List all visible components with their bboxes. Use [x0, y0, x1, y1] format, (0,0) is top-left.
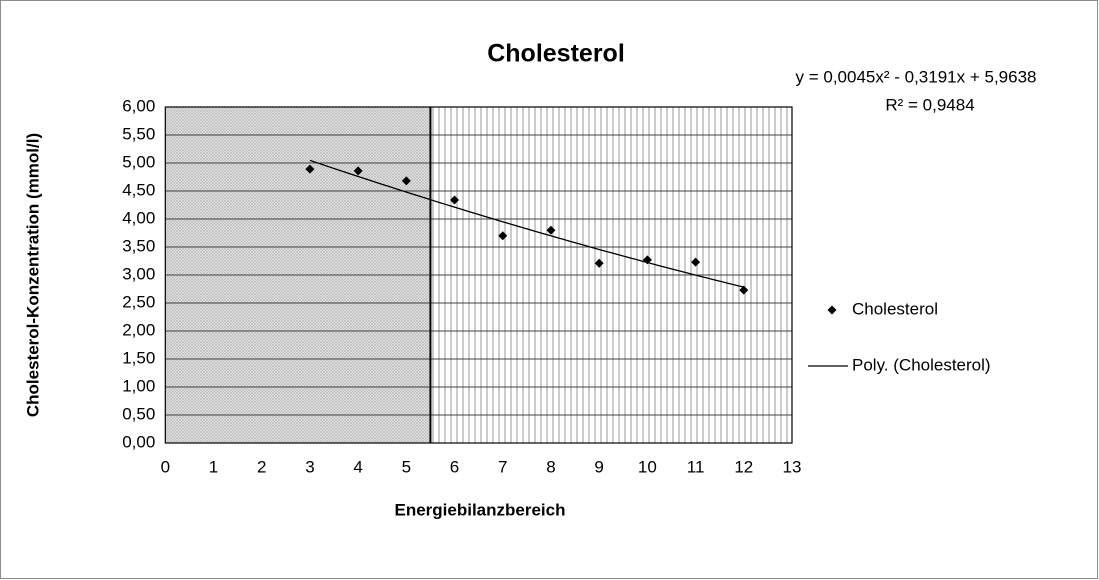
x-tick-label: 5	[402, 457, 411, 476]
plot-border	[164, 106, 793, 444]
x-tick-label: 1	[209, 457, 218, 476]
data-point	[450, 195, 460, 205]
x-tick-label: 3	[305, 457, 314, 476]
trend-r-squared: R² = 0,9484	[885, 95, 974, 114]
data-point	[546, 225, 556, 235]
data-point	[401, 176, 411, 186]
trendline	[309, 159, 744, 288]
y-tick-label: 2,00	[122, 320, 155, 339]
data-point	[642, 255, 652, 265]
x-tick-label: 9	[594, 457, 603, 476]
data-point	[353, 166, 363, 176]
data-point	[691, 257, 701, 267]
x-axis-label: Energiebilanzbereich	[395, 500, 566, 519]
legend-label: Poly. (Cholesterol)	[852, 355, 991, 374]
x-tick-label: 4	[353, 457, 362, 476]
data-point	[594, 258, 604, 268]
legend-marker	[827, 305, 837, 315]
y-tick-label: 3,50	[122, 236, 155, 255]
y-tick-label: 1,00	[122, 376, 155, 395]
x-tick-label: 8	[546, 457, 555, 476]
x-tick-label: 0	[161, 457, 170, 476]
y-tick-label: 6,00	[122, 96, 155, 115]
y-tick-label: 1,50	[122, 348, 155, 367]
y-tick-label: 5,50	[122, 124, 155, 143]
legend-label: Cholesterol	[852, 299, 938, 318]
x-tick-label: 7	[498, 457, 507, 476]
x-tick-label: 13	[783, 457, 802, 476]
y-tick-label: 0,50	[122, 404, 155, 423]
y-tick-label: 4,00	[122, 208, 155, 227]
x-tick-label: 2	[257, 457, 266, 476]
chart-title: Cholesterol	[487, 40, 625, 68]
x-tick-label: 10	[638, 457, 657, 476]
x-tick-label: 6	[450, 457, 459, 476]
y-tick-label: 4,50	[122, 180, 155, 199]
y-tick-label: 0,00	[122, 432, 155, 451]
data-point	[498, 231, 508, 241]
y-tick-label: 5,00	[122, 152, 155, 171]
y-tick-label: 2,50	[122, 292, 155, 311]
trend-equation: y = 0,0045x² - 0,3191x + 5,9638	[795, 67, 1036, 86]
x-tick-label: 12	[734, 457, 753, 476]
x-tick-label: 11	[687, 457, 705, 476]
data-point	[305, 164, 315, 174]
y-tick-label: 3,00	[122, 264, 155, 283]
data-point	[739, 285, 749, 295]
y-axis-label: Cholesterol-Konzentration (mmol/l)	[23, 133, 42, 417]
